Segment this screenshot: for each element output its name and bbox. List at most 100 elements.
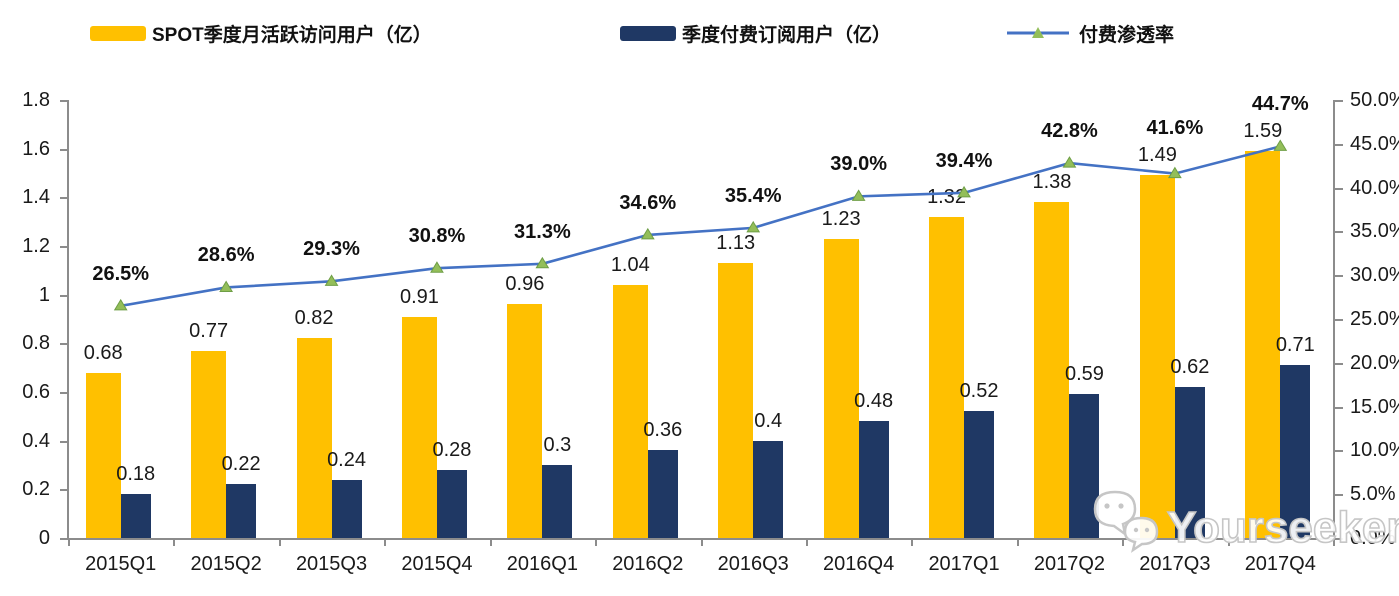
- penetration-label: 39.4%: [935, 149, 993, 172]
- bar-subs: [753, 440, 784, 538]
- x-axis-tick: [911, 538, 914, 546]
- penetration-label: 26.5%: [92, 262, 150, 285]
- y-axis-left-tick-label: 1: [38, 283, 50, 306]
- y-axis-left-tick-label: 1.6: [22, 137, 50, 160]
- x-axis-tick: [384, 538, 387, 546]
- penetration-marker-icon: [113, 298, 128, 311]
- bar-label-mau: 1.32: [927, 185, 966, 208]
- penetration-marker-icon: [430, 261, 444, 273]
- y-axis-left-tick-label: 0.6: [22, 381, 50, 403]
- y-axis-right-tick: [1335, 406, 1343, 409]
- bar-label-mau: 1.23: [821, 207, 861, 230]
- x-axis-category-label: 2015Q3: [295, 553, 368, 575]
- y-axis-left-tick: [60, 100, 68, 102]
- bar-mau: [718, 263, 754, 538]
- y-axis-left-tick-label: 0: [38, 527, 50, 549]
- legend-item-subs: 季度付费订阅用户（亿）: [620, 22, 892, 46]
- x-axis-tick: [700, 538, 703, 546]
- x-axis-tick: [278, 538, 281, 546]
- x-axis-category-label: 2016Q3: [717, 553, 789, 575]
- subs-bar-swatch-icon: [620, 25, 676, 41]
- penetration-marker-icon: [535, 256, 550, 269]
- x-axis-category-label: 2017Q2: [1033, 553, 1106, 575]
- y-axis-left-tick: [60, 440, 68, 443]
- bar-label-subs: 0.62: [1170, 356, 1210, 379]
- bar-label-subs: 0.24: [327, 448, 366, 471]
- bar-label-subs: 0.28: [432, 438, 472, 461]
- y-axis-left-tick: [60, 148, 68, 151]
- bar-mau: [507, 304, 543, 538]
- y-axis-left: [67, 100, 69, 540]
- x-axis-category-label: 2015Q2: [190, 553, 262, 575]
- x-axis-tick: [595, 538, 598, 546]
- penetration-label: 31.3%: [514, 220, 571, 243]
- bar-mau: [85, 372, 121, 538]
- y-axis-right-tick-label: 0.0%: [1350, 527, 1396, 549]
- penetration-label: 35.4%: [724, 184, 782, 207]
- bar-subs: [1280, 365, 1311, 538]
- penetration-label: 29.3%: [303, 238, 360, 261]
- y-axis-left-tick: [60, 294, 68, 297]
- x-axis-tick: [68, 538, 70, 546]
- y-axis-right-tick-label: 40.0%: [1350, 176, 1399, 199]
- line-marker-swatch-icon: [1007, 27, 1069, 38]
- penetration-label: 44.7%: [1251, 93, 1309, 116]
- bar-label-subs: 0.48: [854, 390, 894, 413]
- y-axis-right-tick: [1335, 231, 1343, 234]
- bar-mau: [612, 284, 648, 538]
- bar-subs: [647, 450, 678, 538]
- bar-mau: [823, 238, 859, 538]
- legend-label-mau: SPOT季度月活跃访问用户（亿）: [152, 24, 432, 46]
- y-axis-left-tick: [60, 246, 68, 248]
- bar-label-mau: 0.68: [83, 341, 123, 364]
- y-axis-right-tick: [1335, 143, 1343, 146]
- x-axis-tick: [805, 538, 808, 546]
- bar-subs: [964, 411, 995, 538]
- penetration-label: 30.8%: [408, 225, 466, 248]
- legend-label-penetration: 付费渗透率: [1079, 24, 1175, 46]
- y-axis-left-tick-label: 1.4: [22, 186, 50, 209]
- y-axis-right-tick-label: 50.0%: [1350, 89, 1399, 111]
- x-axis-category-label: 2016Q4: [823, 553, 895, 575]
- bar-label-subs: 0.59: [1064, 363, 1104, 386]
- bar-label-mau: 0.82: [294, 307, 334, 330]
- y-axis-right-tick-label: 25.0%: [1350, 308, 1399, 330]
- y-axis-right-tick-label: 20.0%: [1350, 351, 1399, 374]
- legend-label-subs: 季度付费订阅用户（亿）: [682, 24, 892, 46]
- bar-label-mau: 1.59: [1243, 120, 1283, 143]
- y-axis-left-tick: [60, 392, 68, 394]
- y-axis-left-tick: [60, 343, 68, 346]
- bar-label-mau: 1.38: [1032, 171, 1072, 194]
- bar-label-mau: 0.96: [505, 273, 545, 296]
- legend: SPOT季度月活跃访问用户（亿） 季度付费订阅用户（亿） 付费渗透率: [0, 0, 1399, 60]
- penetration-label: 39.0%: [830, 153, 887, 176]
- y-axis-left-tick-label: 1.2: [22, 235, 50, 257]
- penetration-marker-icon: [746, 220, 761, 233]
- bar-mau: [401, 316, 437, 538]
- x-axis-tick: [489, 538, 492, 546]
- x-axis-category-label: 2017Q1: [928, 553, 1000, 575]
- penetration-marker-icon: [219, 280, 234, 292]
- mau-bar-swatch-icon: [90, 25, 146, 41]
- x-axis-tick: [173, 538, 176, 546]
- y-axis-left-tick: [60, 538, 68, 540]
- bar-label-subs: 0.71: [1275, 334, 1315, 357]
- bar-subs: [436, 469, 467, 538]
- bar-label-subs: 0.4: [754, 409, 783, 432]
- bar-subs: [858, 421, 889, 538]
- y-axis-right-tick: [1335, 538, 1343, 540]
- penetration-marker-icon: [640, 227, 655, 240]
- legend-item-penetration: 付费渗透率: [1005, 22, 1175, 46]
- x-axis-category-label: 2016Q1: [506, 553, 578, 575]
- bar-subs: [1174, 387, 1205, 538]
- penetration-marker-icon: [851, 189, 866, 201]
- penetration-line: [120, 145, 1281, 308]
- bar-subs: [542, 465, 573, 538]
- bar-label-subs: 0.22: [221, 453, 261, 476]
- bar-label-subs: 0.18: [116, 463, 156, 486]
- bar-label-mau: 1.49: [1137, 144, 1177, 167]
- x-axis-tick: [1122, 538, 1125, 546]
- x-axis-category-label: 2017Q3: [1139, 553, 1211, 575]
- bar-mau: [191, 350, 227, 538]
